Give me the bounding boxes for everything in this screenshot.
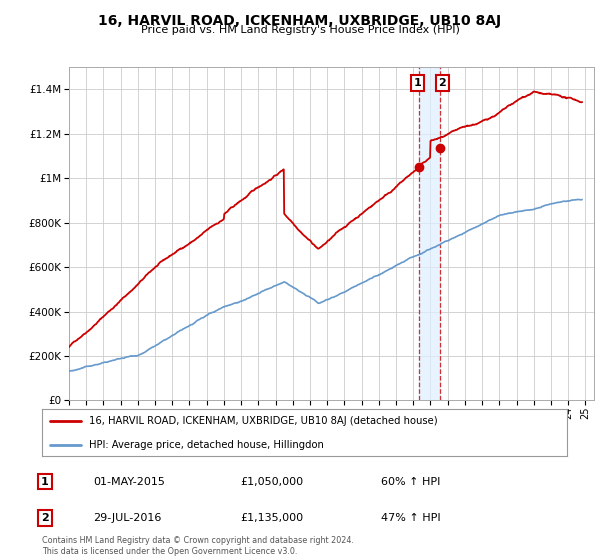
- Text: Contains HM Land Registry data © Crown copyright and database right 2024.
This d: Contains HM Land Registry data © Crown c…: [42, 536, 354, 556]
- Text: 01-MAY-2015: 01-MAY-2015: [93, 477, 165, 487]
- Text: 16, HARVIL ROAD, ICKENHAM, UXBRIDGE, UB10 8AJ: 16, HARVIL ROAD, ICKENHAM, UXBRIDGE, UB1…: [98, 14, 502, 28]
- Text: 16, HARVIL ROAD, ICKENHAM, UXBRIDGE, UB10 8AJ (detached house): 16, HARVIL ROAD, ICKENHAM, UXBRIDGE, UB1…: [89, 416, 438, 426]
- Text: 1: 1: [41, 477, 49, 487]
- Text: 2: 2: [439, 78, 446, 88]
- Text: 47% ↑ HPI: 47% ↑ HPI: [381, 513, 440, 523]
- Text: 29-JUL-2016: 29-JUL-2016: [93, 513, 161, 523]
- Text: HPI: Average price, detached house, Hillingdon: HPI: Average price, detached house, Hill…: [89, 440, 324, 450]
- Bar: [419, 67, 440, 400]
- Text: 60% ↑ HPI: 60% ↑ HPI: [381, 477, 440, 487]
- Text: Price paid vs. HM Land Registry's House Price Index (HPI): Price paid vs. HM Land Registry's House …: [140, 25, 460, 35]
- Text: 1: 1: [413, 78, 421, 88]
- Text: 2: 2: [41, 513, 49, 523]
- Text: £1,135,000: £1,135,000: [240, 513, 303, 523]
- Text: £1,050,000: £1,050,000: [240, 477, 303, 487]
